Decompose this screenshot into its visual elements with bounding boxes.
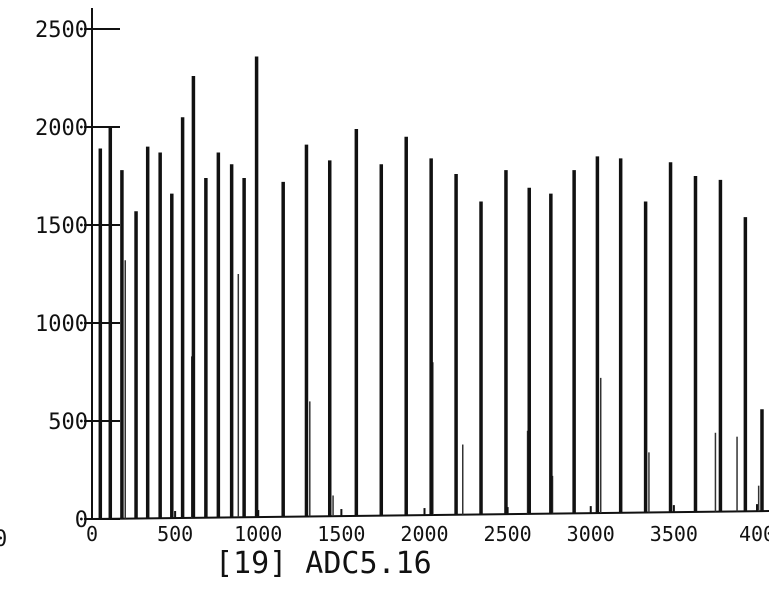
y-tick-label: 2000 <box>35 116 88 141</box>
y-axis: 0 500 1000 1500 2000 2500 <box>35 8 120 533</box>
x-ticks: 0 500 1000 1500 2000 2500 3000 3500 400 <box>86 504 769 546</box>
y-tick-label: 0 <box>75 508 88 533</box>
x-tick-label: 2500 <box>484 522 532 546</box>
y-tick-label: 500 <box>48 410 88 435</box>
x-tick-label: 1500 <box>317 522 365 546</box>
left-edge-label: 0 <box>0 527 7 552</box>
chart-title: [19] ADC5.16 <box>215 546 432 581</box>
y-tick-label: 2500 <box>35 18 88 43</box>
x-tick-label: 400 <box>739 522 769 546</box>
y-tick-label: 1000 <box>35 312 88 337</box>
x-tick-label: 3000 <box>567 522 615 546</box>
x-axis-line <box>91 510 769 520</box>
x-tick-label: 0 <box>86 522 98 546</box>
spikes <box>98 56 764 519</box>
y-ticks: 0 500 1000 1500 2000 2500 <box>35 18 120 533</box>
minor-spikes <box>124 260 760 519</box>
y-tick-label: 1500 <box>35 214 88 239</box>
x-tick-label: 2000 <box>400 522 448 546</box>
x-axis: 0 500 1000 1500 2000 2500 3000 3500 400 <box>86 504 769 546</box>
x-tick-label: 500 <box>157 522 193 546</box>
x-tick-label: 1000 <box>234 522 282 546</box>
x-tick-label: 3500 <box>650 522 698 546</box>
